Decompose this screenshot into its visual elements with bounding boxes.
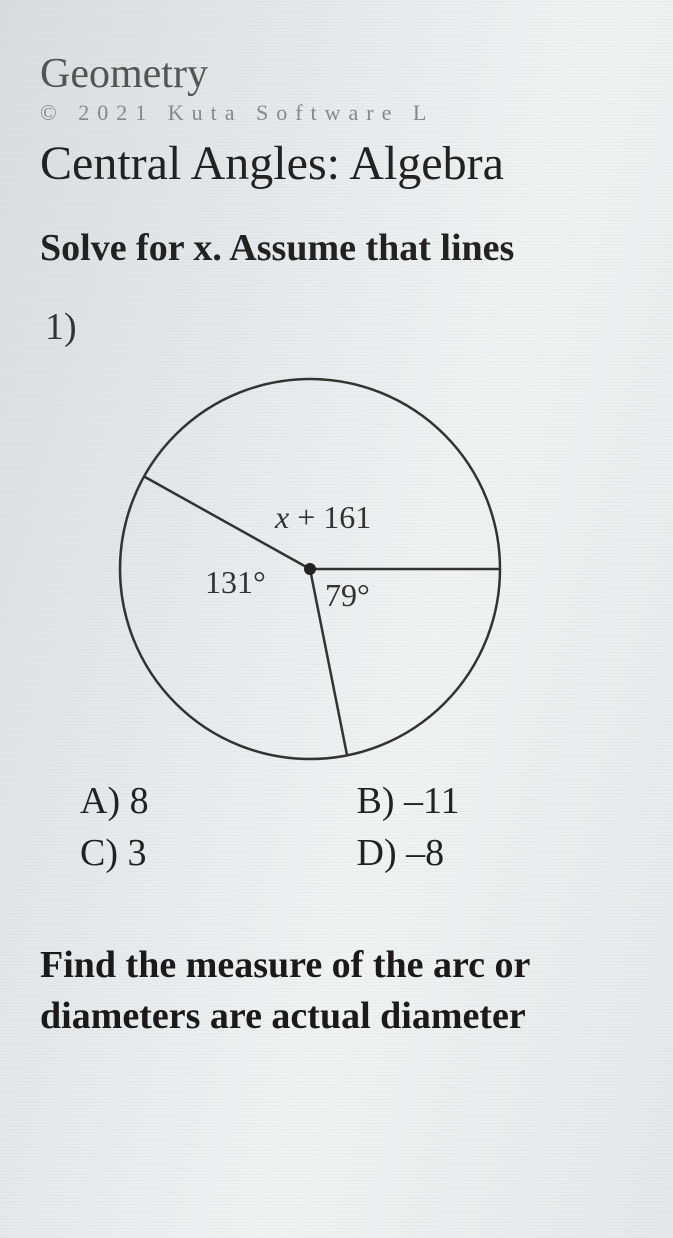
problem-number: 1): [45, 305, 633, 349]
copyright-line: © 2021 Kuta Software L: [40, 100, 633, 126]
subject-heading: Geometry: [40, 50, 633, 98]
bottom-instruction: Find the measure of the arc or diameters…: [40, 940, 633, 1043]
instruction-text: Solve for x. Assume that lines: [40, 226, 633, 270]
answer-a: A) 8: [80, 779, 357, 823]
expression-constant: + 161: [289, 499, 371, 535]
answer-choices: A) 8 B) –11 C) 3 D) –8: [80, 779, 633, 875]
answer-d: D) –8: [357, 831, 634, 875]
variable-x: x: [275, 499, 289, 535]
answer-b: B) –11: [357, 779, 634, 823]
bottom-line-2: diameters are actual diameter: [40, 991, 633, 1042]
answer-c: C) 3: [80, 831, 357, 875]
center-dot: [304, 563, 316, 575]
angle-expression: x + 161: [275, 499, 371, 536]
angle-131: 131°: [205, 564, 266, 601]
diagram-svg: [100, 359, 520, 779]
angle-79: 79°: [325, 577, 370, 614]
bottom-line-1: Find the measure of the arc or: [40, 940, 633, 991]
circle-diagram: x + 161 131° 79°: [100, 359, 520, 759]
worksheet-title: Central Angles: Algebra: [40, 136, 633, 191]
